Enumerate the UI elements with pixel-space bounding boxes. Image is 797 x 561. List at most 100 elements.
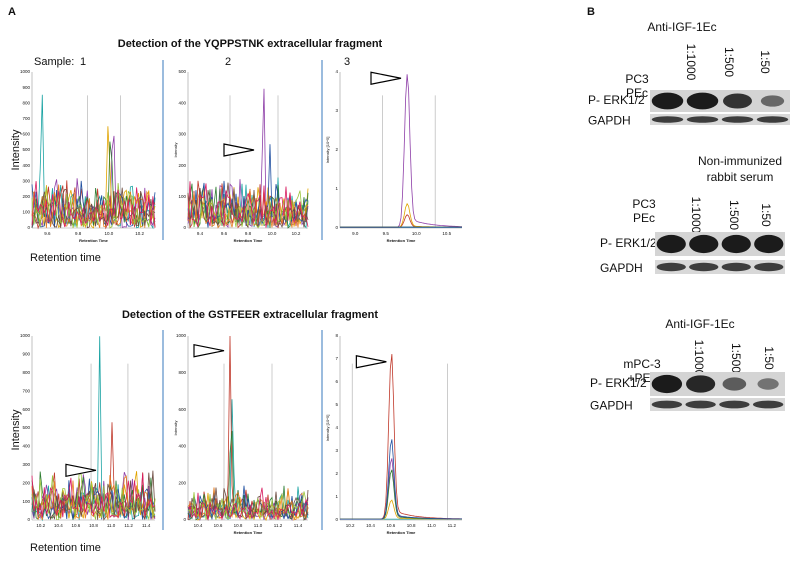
panel-label: A — [8, 6, 16, 18]
band — [651, 116, 684, 123]
y-tick-label: 0 — [183, 225, 186, 230]
sample-label: Sample: — [34, 56, 74, 68]
y-tick-label: 0 — [27, 517, 30, 522]
trace — [187, 181, 309, 228]
x-tick-label: 9.5 — [383, 231, 390, 236]
trace — [31, 182, 156, 229]
x-tick-label: 10.4 — [366, 523, 375, 528]
y-tick-label: 700 — [22, 388, 30, 393]
band — [760, 95, 785, 107]
axis-title: Retention Time — [234, 530, 264, 535]
y-tick-label: 800 — [178, 370, 186, 375]
y-tick-label: 100 — [22, 210, 30, 215]
row-label: P- ERK1/2 — [590, 376, 647, 390]
y-tick-label: 0 — [27, 225, 30, 230]
band — [686, 92, 719, 110]
y-tick-label: 0 — [183, 517, 186, 522]
lane-label: 1:1000 — [684, 44, 698, 81]
x-tick-label: 10.5 — [442, 231, 451, 236]
lane-label: PEc — [626, 86, 648, 100]
blot-header: rabbit serum — [707, 170, 774, 184]
x-tick-label: 10.4 — [194, 523, 203, 528]
lane-label: 1:50 — [758, 50, 772, 74]
band — [651, 92, 684, 110]
y-tick-label: 500 — [22, 425, 30, 430]
lane-label: PC3 — [632, 197, 656, 211]
y-tick-label: 400 — [178, 100, 186, 105]
lane-label: 1:1000 — [692, 340, 706, 377]
trace — [31, 470, 156, 521]
trace — [187, 485, 309, 520]
blot-strip — [650, 398, 785, 411]
band — [756, 116, 789, 123]
y-tick-label: 100 — [178, 194, 186, 199]
y-tick-label: 1 — [335, 494, 338, 499]
lane-label: 1:500 — [722, 47, 736, 77]
trace — [187, 335, 309, 520]
axis-title: Retention Time — [387, 530, 417, 535]
y-tick-label: 0 — [335, 517, 338, 522]
blot-strip — [650, 90, 790, 112]
x-tick-label: 10.4 — [54, 523, 63, 528]
x-tick-label: 11.0 — [427, 523, 436, 528]
axis-label: Intensity — [10, 409, 22, 450]
y-tick-label: 200 — [178, 480, 186, 485]
trace — [340, 469, 462, 520]
axis-title: Intensity [10^5] — [325, 137, 330, 164]
x-tick-label: 11.2 — [124, 523, 133, 528]
y-tick-label: 3 — [335, 108, 338, 113]
x-tick-label: 9.0 — [352, 231, 359, 236]
y-tick-label: 8 — [335, 333, 338, 338]
band — [719, 400, 750, 409]
x-tick-label: 10.0 — [412, 231, 421, 236]
x-tick-label: 10.0 — [268, 231, 277, 236]
blot-strip — [655, 260, 785, 274]
y-tick-label: 1 — [335, 186, 338, 191]
y-tick-label: 5 — [335, 402, 338, 407]
y-tick-label: 200 — [22, 480, 30, 485]
trace — [187, 487, 309, 521]
x-tick-label: 10.2 — [135, 231, 144, 236]
band — [752, 400, 784, 409]
row-label: GAPDH — [600, 261, 643, 275]
y-tick-label: 1000 — [176, 333, 187, 338]
trace — [187, 144, 309, 228]
y-tick-label: 500 — [178, 69, 186, 74]
trace — [31, 472, 156, 521]
y-tick-label: 500 — [22, 147, 30, 152]
y-tick-label: 200 — [178, 163, 186, 168]
trace — [31, 181, 156, 228]
x-tick-label: 10.2 — [346, 523, 355, 528]
axis-label: Retention time — [30, 252, 101, 264]
y-tick-label: 2 — [335, 471, 338, 476]
band — [685, 400, 716, 409]
y-tick-label: 800 — [22, 370, 30, 375]
y-tick-label: 200 — [22, 194, 30, 199]
axis-label: Retention time — [30, 542, 101, 554]
x-tick-label: 10.8 — [407, 523, 416, 528]
trace — [340, 74, 462, 228]
band — [757, 378, 779, 390]
band — [656, 234, 686, 254]
x-tick-label: 10.6 — [386, 523, 395, 528]
blot-header: Non-immunized — [698, 154, 782, 168]
x-tick-label: 10.8 — [234, 523, 243, 528]
axis-title: Retention Time — [234, 238, 264, 243]
x-tick-label: 10.6 — [72, 523, 81, 528]
y-tick-label: 2 — [335, 147, 338, 152]
y-tick-label: 7 — [335, 356, 338, 361]
blot-header: Anti-IGF-1Ec — [647, 20, 716, 34]
x-tick-label: 9.4 — [197, 231, 204, 236]
band — [754, 262, 784, 272]
y-tick-label: 600 — [22, 407, 30, 412]
blot-header: Anti-IGF-1Ec — [665, 317, 734, 331]
band — [722, 377, 747, 391]
y-tick-label: 900 — [22, 352, 30, 357]
arrowhead — [193, 343, 225, 358]
trace — [187, 88, 309, 229]
row-label: GAPDH — [588, 114, 631, 128]
band — [721, 116, 754, 123]
trace — [340, 458, 462, 520]
row-label: GAPDH — [590, 399, 633, 413]
